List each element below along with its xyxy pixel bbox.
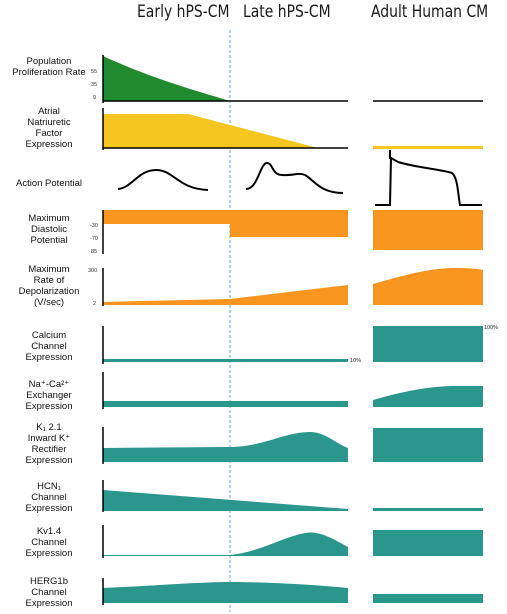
mdp-bar-adult: [373, 210, 483, 250]
column-header-early: Early hPS-CM: [137, 2, 230, 22]
proliferation-tick-35: 35: [91, 82, 97, 88]
anf-area: [103, 114, 318, 148]
herg-area-early-late: [103, 582, 348, 603]
row-label-action-potential: Action Potential: [15, 178, 82, 189]
calcium-annotation-100pct: 100%: [484, 325, 498, 331]
row-label-depolarization: Maximum Rate of Depolarization (V/sec): [18, 264, 80, 308]
row-label-mdp: Maximum Diastolic Potential: [28, 213, 70, 246]
column-header-adult: Adult Human CM: [371, 2, 489, 22]
depolarization-tick-300: 300: [88, 268, 97, 274]
mdp-bar-early: [103, 210, 230, 224]
proliferation-area-early: [103, 56, 230, 101]
mdp-tick-30: -30: [90, 223, 98, 229]
anf-bar-adult: [373, 146, 483, 149]
ncx-area-early-late: [103, 401, 348, 407]
hcn-area-early-late: [103, 490, 348, 511]
row-label-calcium: Calcium Channel Expression: [25, 330, 73, 363]
kir-area-early-late: [103, 432, 348, 462]
column-header-late: Late hPS-CM: [243, 2, 331, 22]
depolarization-tick-2: 2: [93, 301, 96, 307]
depolarization-area-adult: [373, 268, 483, 305]
row-label-ncx: Na⁺-Ca²⁺ Exchanger Expression: [25, 379, 73, 412]
kir-bar-adult: [373, 428, 483, 462]
hcn-bar-adult: [373, 508, 483, 511]
row-label-kir: K₁ 2.1 Inward K⁺ Rectifier Expression: [25, 422, 73, 466]
row-label-proliferation: Population Proliferation Rate: [12, 56, 86, 78]
calcium-annotation-10pct: 10%: [350, 358, 361, 364]
herg-bar-adult: [373, 594, 483, 603]
kv14-area-early-late: [103, 532, 348, 556]
ncx-area-adult: [373, 386, 483, 407]
action-potential-adult: [375, 156, 482, 206]
calcium-area-early-late: [103, 359, 348, 362]
row-label-herg: HERG1b Channel Expression: [25, 576, 73, 609]
proliferation-tick-55: 55: [91, 69, 97, 75]
action-potential-late: [245, 161, 344, 194]
depolarization-area-early-late: [103, 285, 348, 305]
calcium-bar-adult: [373, 326, 483, 362]
mdp-tick-85: 85: [91, 249, 97, 255]
kv14-bar-adult: [373, 530, 483, 556]
mdp-tick-70: -70: [90, 236, 98, 242]
action-potential-early: [117, 168, 209, 191]
row-label-hcn: HCN₁ Channel Expression: [25, 481, 73, 514]
row-label-kv14: Kv1.4 Channel Expression: [25, 526, 73, 559]
proliferation-tick-9: 9: [93, 95, 96, 101]
mdp-bar-late: [230, 210, 348, 237]
row-label-anf: Atrial Natriuretic Factor Expression: [25, 106, 73, 150]
